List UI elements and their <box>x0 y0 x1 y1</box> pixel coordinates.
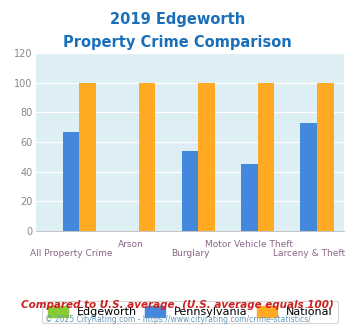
Bar <box>80 82 96 231</box>
Bar <box>139 82 155 231</box>
Text: All Property Crime: All Property Crime <box>30 249 113 258</box>
Text: Larceny & Theft: Larceny & Theft <box>273 249 345 258</box>
Bar <box>182 151 198 231</box>
Bar <box>300 123 317 231</box>
Text: Property Crime Comparison: Property Crime Comparison <box>63 35 292 50</box>
Bar <box>317 82 334 231</box>
Bar <box>258 82 274 231</box>
Bar <box>241 164 258 231</box>
Text: Motor Vehicle Theft: Motor Vehicle Theft <box>205 240 293 249</box>
Text: 2019 Edgeworth: 2019 Edgeworth <box>110 12 245 26</box>
Text: Burglary: Burglary <box>171 249 209 258</box>
Bar <box>63 132 80 231</box>
Legend: Edgeworth, Pennsylvania, National: Edgeworth, Pennsylvania, National <box>42 301 338 323</box>
Text: Compared to U.S. average. (U.S. average equals 100): Compared to U.S. average. (U.S. average … <box>21 300 334 310</box>
Bar <box>198 82 215 231</box>
Text: Arson: Arson <box>118 240 143 249</box>
Text: © 2025 CityRating.com - https://www.cityrating.com/crime-statistics/: © 2025 CityRating.com - https://www.city… <box>45 315 310 324</box>
